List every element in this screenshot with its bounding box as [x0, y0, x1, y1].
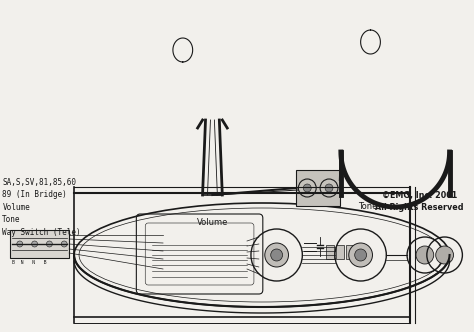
Circle shape — [61, 241, 67, 247]
Circle shape — [355, 249, 366, 261]
Text: B  N   N   B: B N N B — [12, 260, 46, 265]
Circle shape — [46, 241, 52, 247]
Circle shape — [271, 249, 283, 261]
Circle shape — [436, 246, 454, 264]
Circle shape — [265, 243, 289, 267]
Text: SA,S,SV,81,85,60
89 (In Bridge)
Volume
Tone
Way Switch (Tele): SA,S,SV,81,85,60 89 (In Bridge) Volume T… — [2, 178, 81, 237]
Circle shape — [349, 243, 373, 267]
Text: Volume: Volume — [197, 218, 229, 227]
Circle shape — [416, 246, 434, 264]
FancyBboxPatch shape — [326, 245, 334, 259]
Circle shape — [17, 241, 23, 247]
Circle shape — [303, 184, 311, 192]
FancyBboxPatch shape — [346, 245, 354, 259]
FancyBboxPatch shape — [10, 230, 69, 258]
Text: Tone: Tone — [358, 202, 377, 211]
FancyBboxPatch shape — [296, 170, 340, 206]
FancyBboxPatch shape — [336, 245, 344, 259]
Circle shape — [32, 241, 37, 247]
Circle shape — [325, 184, 333, 192]
Text: ©EMG, Inc. 2001
All Rights Reserved: ©EMG, Inc. 2001 All Rights Reserved — [375, 191, 464, 212]
